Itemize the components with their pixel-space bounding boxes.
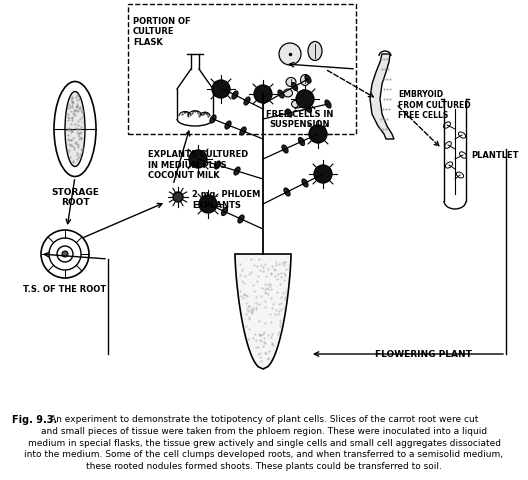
Circle shape — [296, 91, 314, 109]
Ellipse shape — [282, 145, 288, 154]
Text: FLOWERING PLANT: FLOWERING PLANT — [375, 350, 472, 359]
Ellipse shape — [300, 75, 309, 86]
Ellipse shape — [286, 78, 296, 87]
Circle shape — [212, 81, 230, 99]
Circle shape — [199, 195, 217, 214]
Ellipse shape — [305, 105, 312, 113]
Ellipse shape — [284, 189, 290, 197]
Text: EXPLANTS CULTURED
IN MEDIUM PLUS
COCONUT MILK: EXPLANTS CULTURED IN MEDIUM PLUS COCONUT… — [148, 150, 248, 180]
Circle shape — [279, 44, 301, 66]
Ellipse shape — [240, 128, 246, 136]
Ellipse shape — [54, 83, 96, 177]
Ellipse shape — [315, 131, 321, 139]
Ellipse shape — [225, 121, 231, 130]
Circle shape — [173, 192, 183, 203]
Ellipse shape — [234, 168, 240, 176]
Ellipse shape — [210, 116, 216, 124]
Bar — [128, 5, 356, 135]
Text: EMBRYOID
FROM CULTURED
FREE CELLS: EMBRYOID FROM CULTURED FREE CELLS — [398, 90, 470, 120]
Ellipse shape — [302, 180, 308, 188]
Polygon shape — [235, 254, 291, 369]
Circle shape — [314, 166, 332, 184]
Text: FREE CELLS IN
SUSPENSION: FREE CELLS IN SUSPENSION — [266, 110, 334, 129]
Polygon shape — [370, 55, 394, 140]
Text: 2 mg. PHLOEM
EXPLANTS: 2 mg. PHLOEM EXPLANTS — [192, 190, 260, 209]
Text: T.S. OF THE ROOT: T.S. OF THE ROOT — [23, 285, 107, 293]
Ellipse shape — [325, 101, 331, 109]
Text: Fig. 9.3.: Fig. 9.3. — [12, 414, 57, 424]
Ellipse shape — [284, 90, 293, 98]
Circle shape — [62, 252, 68, 257]
Ellipse shape — [221, 208, 228, 216]
Ellipse shape — [308, 42, 322, 61]
Text: PLANTLET: PLANTLET — [471, 150, 518, 159]
Circle shape — [41, 230, 89, 278]
Ellipse shape — [320, 170, 326, 179]
Ellipse shape — [298, 138, 305, 146]
Ellipse shape — [291, 101, 303, 109]
Text: An experiment to demonstrate the totipotency of plant cells. Slices of the carro: An experiment to demonstrate the totipot… — [24, 414, 504, 470]
Ellipse shape — [220, 86, 226, 94]
Text: PORTION OF
CULTURE
FLASK: PORTION OF CULTURE FLASK — [133, 17, 191, 47]
Ellipse shape — [238, 216, 244, 224]
Ellipse shape — [195, 156, 201, 164]
Circle shape — [49, 239, 81, 270]
Ellipse shape — [286, 109, 292, 118]
Ellipse shape — [278, 91, 284, 99]
Circle shape — [189, 151, 207, 168]
Circle shape — [254, 86, 272, 104]
Ellipse shape — [232, 92, 238, 100]
Ellipse shape — [214, 162, 221, 170]
Circle shape — [309, 126, 327, 144]
Ellipse shape — [291, 83, 298, 91]
Circle shape — [57, 247, 73, 263]
Ellipse shape — [205, 201, 211, 209]
Ellipse shape — [305, 76, 311, 84]
Ellipse shape — [244, 98, 250, 106]
Ellipse shape — [299, 91, 309, 99]
Text: STORAGE
ROOT: STORAGE ROOT — [51, 188, 99, 207]
Ellipse shape — [65, 92, 85, 167]
